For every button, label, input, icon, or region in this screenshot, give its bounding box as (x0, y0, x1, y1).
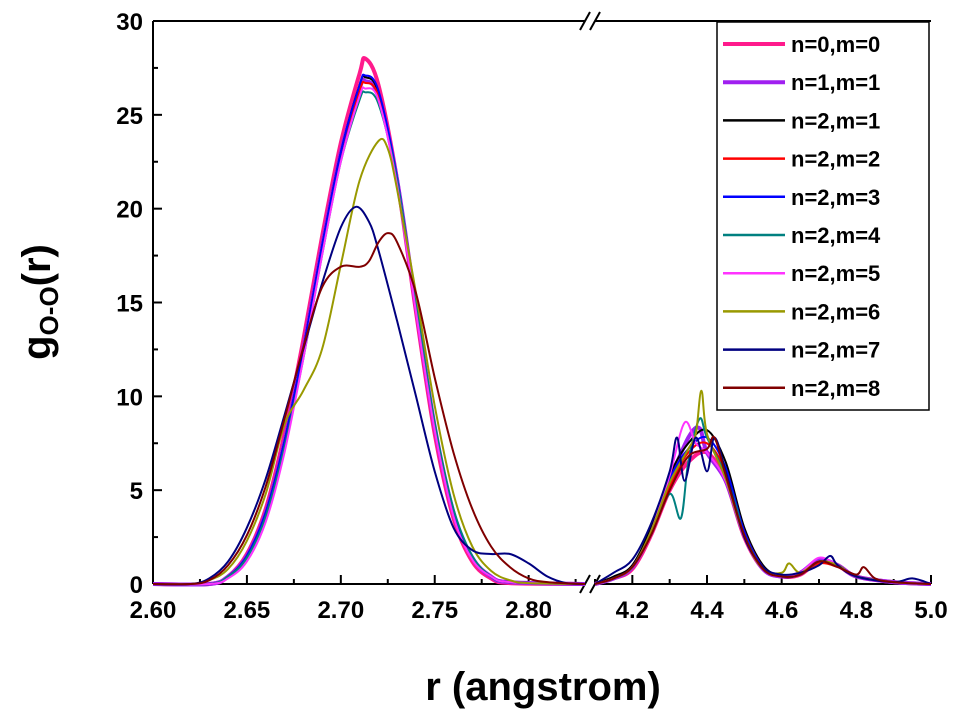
y-axis-title-suffix: (r) (15, 244, 59, 286)
legend-label: n=0,m=0 (791, 32, 880, 57)
x-tick-label-left: 2.75 (411, 597, 458, 624)
series-line-right-3 (594, 428, 932, 585)
series-line-left-7 (152, 86, 586, 586)
x-tick-label-left: 2.70 (317, 597, 364, 624)
x-tick-label-left: 2.65 (224, 597, 271, 624)
series-line-left-8 (152, 137, 586, 586)
series-line-right-2 (594, 425, 932, 586)
y-tick-label: 15 (116, 291, 143, 318)
series-line-right-5 (594, 435, 932, 585)
series-line-right-9 (594, 436, 932, 585)
legend-label: n=2,m=3 (791, 185, 880, 210)
y-tick-label: 20 (116, 197, 143, 224)
axis-break-mark-top-1 (579, 11, 591, 31)
series-lines (152, 56, 932, 587)
y-tick-label: 10 (116, 384, 143, 411)
x-tick-label-right: 4.8 (840, 597, 873, 624)
legend: n=0,m=0 n=1,m=1 n=2,m=1 n=2,m=2 n=2,m=3 n=2,m… (716, 21, 930, 411)
series-line-right-8 (594, 389, 932, 585)
x-tick-label-right: 4.2 (616, 597, 649, 624)
y-tick-label: 30 (116, 9, 143, 36)
tick-labels: 0 5 10 15 20 25 30 2.60 2.65 2.70 2.75 2.80 4.2 4.4 4.… (116, 9, 947, 624)
x-tick-label-left: 2.80 (505, 597, 552, 624)
y-axis-title: gO-O(r) (15, 244, 64, 360)
y-tick-label: 25 (116, 103, 143, 130)
series-line-right-6 (594, 417, 932, 585)
legend-label: n=2,m=5 (791, 261, 880, 286)
series-line-right-7 (594, 420, 932, 585)
series-line-left-6 (152, 90, 586, 586)
legend-box (716, 21, 930, 411)
legend-label: n=2,m=2 (791, 147, 880, 172)
series-line-left-10 (152, 232, 586, 586)
legend-label: n=2,m=8 (791, 376, 880, 401)
legend-label: n=2,m=4 (791, 223, 881, 248)
y-tick-label: 0 (130, 572, 143, 599)
series-line-left-3 (152, 74, 586, 586)
series-line-left-1 (152, 56, 586, 587)
series-line-left-9 (152, 205, 586, 586)
x-axis-title: r (angstrom) (425, 665, 661, 709)
y-tick-label: 5 (130, 478, 143, 505)
series-line-left-5 (152, 73, 586, 586)
x-tick-label-right: 4.4 (690, 597, 724, 624)
x-tick-label-right: 5.0 (914, 597, 947, 624)
series-line-right-10 (594, 435, 932, 585)
axis-break-mark-top-2 (589, 11, 601, 31)
legend-label: n=2,m=6 (791, 299, 880, 324)
y-axis-title-main: g (15, 335, 59, 359)
series-line-right-4 (594, 441, 932, 585)
legend-label: n=1,m=1 (791, 70, 880, 95)
x-tick-label-left: 2.60 (130, 597, 177, 624)
x-tick-label-right: 4.6 (765, 597, 798, 624)
legend-label: n=2,m=1 (791, 108, 880, 133)
y-axis-title-sub: O-O (34, 286, 64, 335)
legend-label: n=2,m=7 (791, 338, 880, 363)
